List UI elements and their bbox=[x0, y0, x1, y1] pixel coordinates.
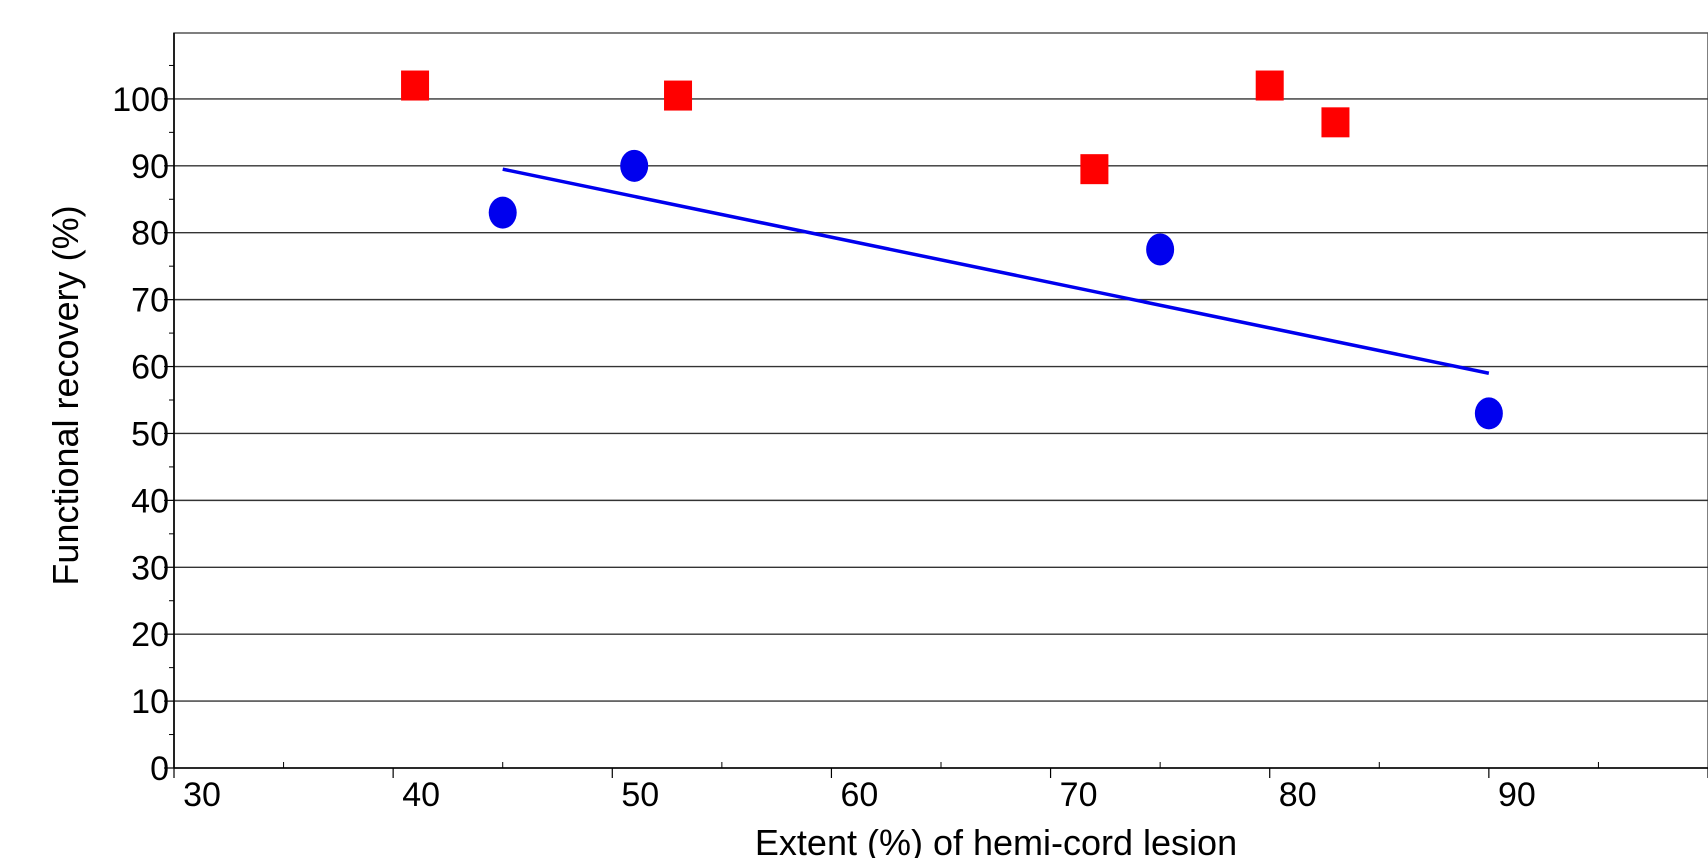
data-point-circle bbox=[489, 197, 517, 229]
y-tick-label: 30 bbox=[131, 549, 169, 587]
plot-area bbox=[174, 33, 1708, 768]
data-point-circle bbox=[1146, 233, 1174, 265]
y-tick-label: 20 bbox=[131, 616, 169, 654]
y-tick-label: 80 bbox=[131, 215, 169, 253]
y-tick-label: 0 bbox=[150, 750, 169, 788]
data-point-square bbox=[1256, 71, 1284, 101]
y-tick-label: 40 bbox=[131, 482, 169, 520]
y-tick-label: 10 bbox=[131, 683, 169, 721]
y-axis-title: Functional recovery (%) bbox=[45, 205, 86, 585]
data-point-square bbox=[1080, 154, 1108, 184]
x-tick-label: 60 bbox=[841, 776, 879, 814]
y-tick-label: 100 bbox=[112, 81, 169, 119]
x-tick-label: 30 bbox=[183, 776, 221, 814]
data-point-square bbox=[664, 81, 692, 111]
x-tick-label: 90 bbox=[1498, 776, 1536, 814]
x-tick-label: 70 bbox=[1060, 776, 1098, 814]
y-tick-labels: 0 10 20 30 40 50 60 70 80 90 100 bbox=[112, 81, 169, 788]
data-point-circle bbox=[620, 150, 648, 182]
y-tick-label: 70 bbox=[131, 282, 169, 320]
y-tick-label: 60 bbox=[131, 349, 169, 387]
data-point-square bbox=[1321, 107, 1349, 137]
x-tick-label: 50 bbox=[621, 776, 659, 814]
y-tick-label: 50 bbox=[131, 415, 169, 453]
data-point-square bbox=[401, 71, 429, 101]
x-tick-label: 80 bbox=[1279, 776, 1317, 814]
x-tick-label: 40 bbox=[402, 776, 440, 814]
x-axis-title: Extent (%) of hemi-cord lesion bbox=[755, 822, 1237, 858]
data-point-circle bbox=[1475, 397, 1503, 429]
y-tick-label: 90 bbox=[131, 148, 169, 186]
